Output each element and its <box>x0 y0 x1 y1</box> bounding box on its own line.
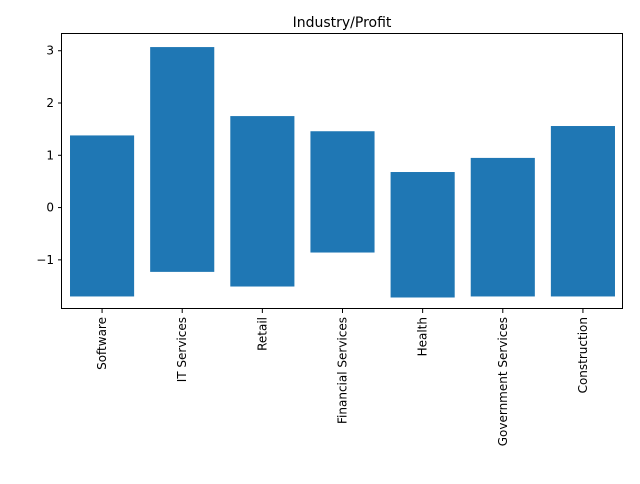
x-tick-label: Retail <box>255 317 269 351</box>
x-axis-ticks: Software IT Services Retail Financial Servi… <box>95 309 590 446</box>
bar-financial-services <box>310 131 375 253</box>
x-tick-label: Construction <box>576 317 590 393</box>
y-tick-label: −1 <box>36 253 54 267</box>
x-tick-label: Software <box>95 317 109 370</box>
y-tick-label: 1 <box>46 148 54 162</box>
bar-retail <box>230 116 295 287</box>
y-tick-label: 3 <box>46 44 54 58</box>
x-tick-label: Government Services <box>496 317 510 446</box>
x-tick-label: Health <box>416 317 430 356</box>
chart-title: Industry/Profit <box>293 15 392 31</box>
bar-software <box>70 135 135 297</box>
bar-health <box>390 172 455 298</box>
x-tick-label: Financial Services <box>336 317 350 424</box>
y-tick-label: 2 <box>46 96 54 110</box>
x-tick-label: IT Services <box>175 317 189 382</box>
plot-frame <box>61 33 623 309</box>
bar-government-services <box>470 157 535 297</box>
y-axis-ticks: −1 0 1 2 3 <box>36 44 62 267</box>
bar-construction <box>550 126 615 297</box>
bar-it-services <box>150 47 215 272</box>
axes-layer <box>61 33 623 309</box>
y-tick-label: 0 <box>46 201 54 215</box>
bars-layer <box>70 47 615 298</box>
